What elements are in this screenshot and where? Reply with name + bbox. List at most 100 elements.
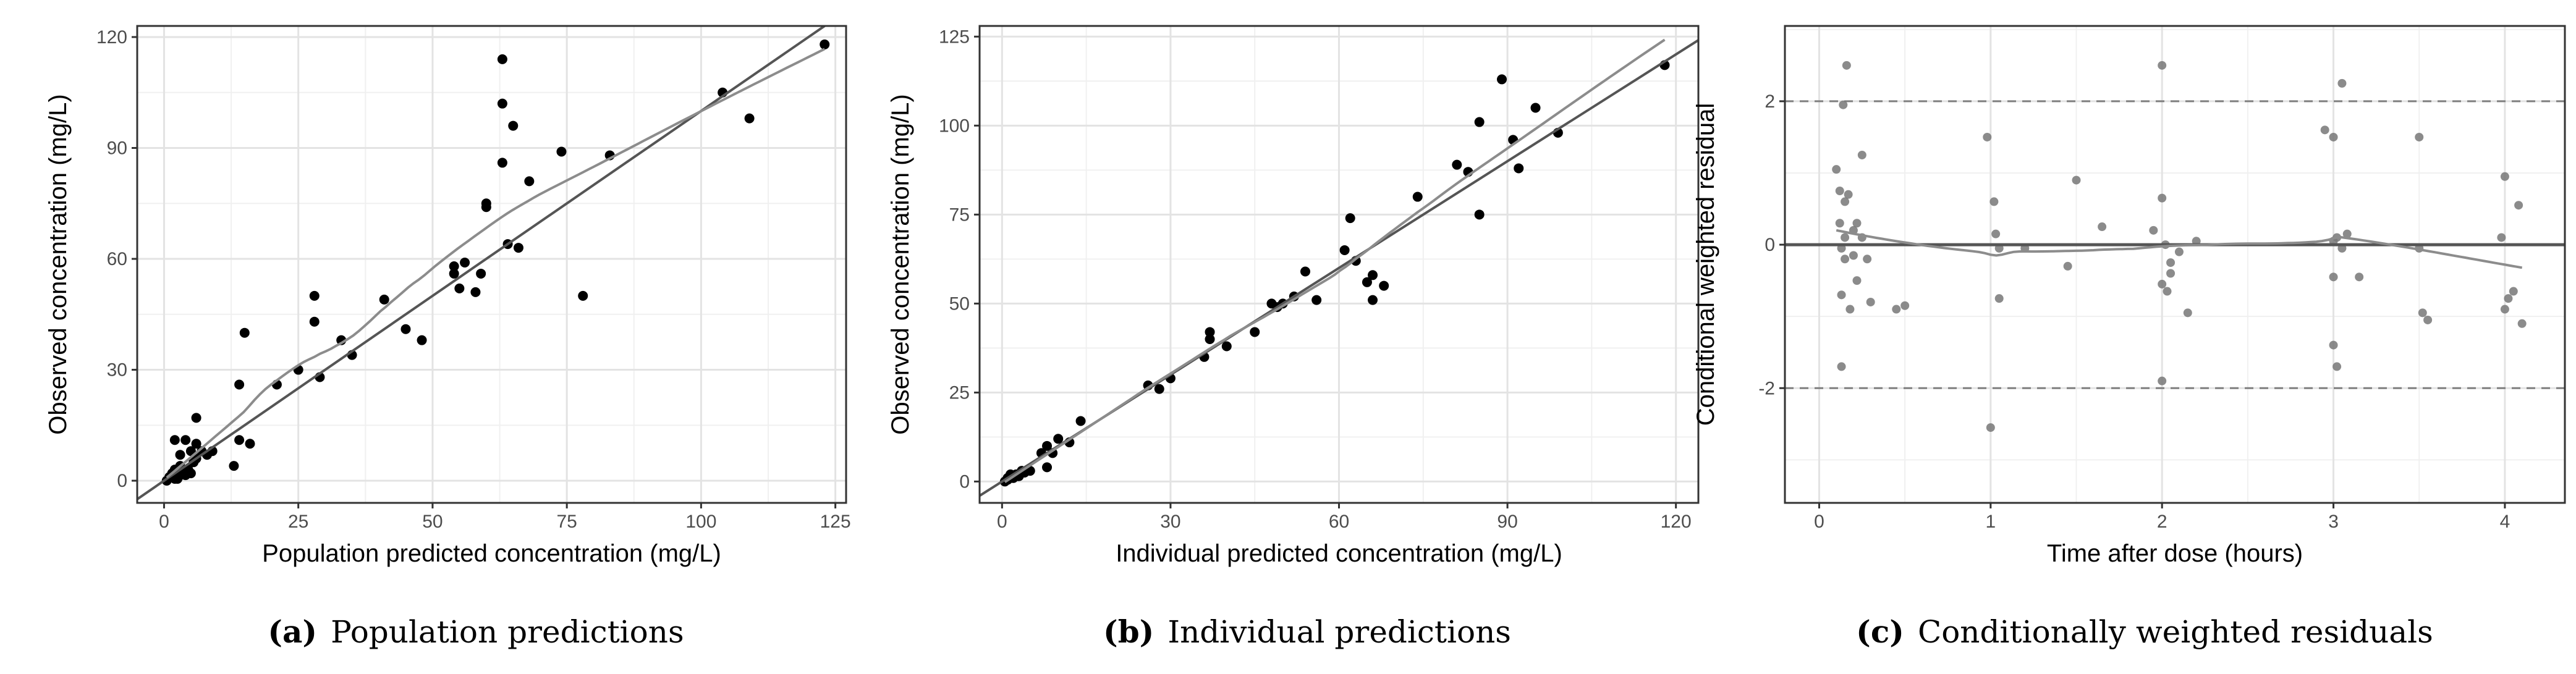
data-point (2158, 376, 2167, 385)
y-tick-label: -2 (1758, 378, 1775, 398)
data-point (2166, 258, 2176, 267)
data-point (1900, 301, 1910, 310)
x-tick-label: 0 (997, 512, 1007, 532)
data-point (2158, 193, 2167, 203)
smooth-line (1836, 229, 2523, 269)
y-tick-label: 75 (949, 204, 970, 225)
data-point (1989, 197, 1999, 206)
y-tick-label: 60 (107, 249, 127, 269)
x-tick-label: 0 (1814, 512, 1824, 532)
data-point (1368, 295, 1378, 305)
data-point (169, 435, 180, 445)
caption-text: Conditionally weighted residuals (1918, 614, 2433, 650)
x-tick-label: 0 (159, 512, 169, 532)
data-point (175, 450, 185, 460)
data-point (2500, 305, 2509, 314)
data-point (556, 146, 567, 157)
y-tick-label: 30 (107, 360, 127, 381)
data-point (1842, 61, 1851, 70)
caption-letter: (b) (1103, 613, 1154, 650)
y-axis-label: Conditional weighted residual (1692, 103, 1719, 426)
data-point (1514, 163, 1524, 174)
data-point (1857, 150, 1866, 159)
data-point (2158, 279, 2167, 289)
data-point (2320, 125, 2329, 135)
data-point (2174, 247, 2184, 256)
panel-border (136, 25, 847, 504)
data-point (309, 290, 320, 301)
panel-caption: (a) Population predictions (268, 613, 684, 650)
x-tick-label: 1 (1985, 512, 1996, 532)
caption-letter: (a) (268, 613, 317, 650)
x-tick-label: 90 (1497, 512, 1517, 532)
data-points (1832, 61, 2527, 432)
data-point (1311, 295, 1322, 305)
y-tick-label: 100 (939, 116, 970, 136)
axes: 0 25 50 75 100 125 0 30 60 90 120 (96, 27, 851, 532)
data-point (2063, 261, 2072, 271)
x-axis-label: Individual predicted concentration (mg/L… (1116, 540, 1562, 567)
data-point (2337, 78, 2347, 88)
x-tick-label: 4 (2500, 512, 2510, 532)
data-point (1368, 270, 1378, 280)
data-point (1300, 266, 1310, 277)
data-point (2517, 319, 2527, 328)
x-tick-label: 100 (685, 512, 716, 532)
data-point (2329, 340, 2338, 350)
data-point (1530, 103, 1541, 113)
minor-gridlines (1785, 26, 2565, 503)
data-point (2329, 272, 2338, 282)
data-point (2166, 269, 2176, 278)
data-point (2418, 308, 2427, 318)
data-point (449, 268, 459, 279)
data-point (1053, 434, 1064, 444)
chart-panel-3: 0 1 2 3 4 -2 0 2 Time after dose (hours) Conditio… (1692, 25, 2566, 650)
smooth-line (1004, 38, 1666, 483)
data-point (2355, 272, 2364, 282)
plot-area (1785, 61, 2565, 432)
y-tick-label: 120 (96, 27, 127, 48)
data-point (1991, 229, 2001, 238)
y-tick-label: 25 (949, 382, 970, 403)
data-point (1474, 209, 1485, 220)
data-point (2072, 175, 2081, 185)
data-point (1835, 219, 1844, 228)
data-point (513, 243, 523, 253)
data-point (1379, 280, 1389, 291)
x-axis-label: Population predicted concentration (mg/L… (262, 540, 721, 567)
x-tick-label: 125 (820, 512, 851, 532)
data-point (239, 327, 250, 338)
data-point (1892, 305, 1901, 314)
data-point (1042, 462, 1053, 473)
data-point (191, 413, 201, 423)
data-point (1844, 190, 1853, 199)
data-point (2342, 229, 2352, 238)
data-point (1250, 327, 1260, 337)
data-point (309, 316, 320, 327)
x-tick-label: 30 (1160, 512, 1180, 532)
data-point (1205, 334, 1215, 344)
data-point (400, 324, 411, 334)
data-point (1866, 297, 1875, 306)
identity-line (137, 26, 827, 501)
axes: 0 30 60 90 120 0 25 50 75 100 125 (939, 27, 1692, 532)
data-point (1841, 255, 1850, 264)
data-point (2514, 201, 2523, 210)
data-point (2149, 225, 2158, 235)
data-point (1845, 305, 1855, 314)
data-point (1863, 255, 1872, 264)
data-point (497, 54, 507, 64)
data-point (2329, 132, 2338, 141)
data-point (417, 335, 427, 345)
x-tick-label: 50 (422, 512, 443, 532)
data-point (1205, 327, 1215, 337)
y-tick-label: 0 (959, 471, 970, 492)
data-point (1075, 416, 1086, 426)
x-tick-label: 3 (2328, 512, 2339, 532)
data-point (2415, 132, 2424, 141)
panel-caption: (b) Individual predictions (1103, 613, 1511, 650)
data-point (578, 290, 588, 301)
y-tick-label: 50 (949, 293, 970, 314)
data-point (820, 39, 830, 49)
